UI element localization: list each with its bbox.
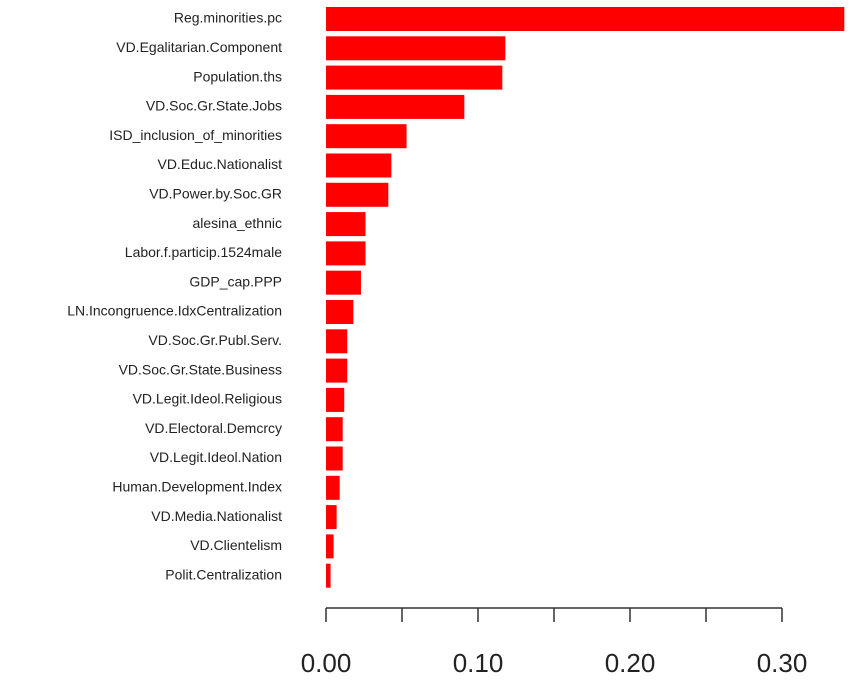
y-tick-label: VD.Soc.Gr.Publ.Serv.	[148, 332, 282, 348]
x-tick-label: 0.30	[757, 648, 808, 678]
bar	[326, 124, 407, 149]
bar	[326, 358, 348, 383]
x-tick-label: 0.20	[605, 648, 656, 678]
y-tick-label: VD.Soc.Gr.State.Business	[119, 361, 282, 377]
y-tick-label: VD.Legit.Ideol.Religious	[133, 391, 282, 407]
bar	[326, 563, 331, 588]
bar	[326, 534, 334, 559]
y-tick-label: VD.Clientelism	[190, 537, 282, 553]
y-tick-label: GDP_cap.PPP	[189, 273, 282, 289]
y-tick-label: VD.Power.by.Soc.GR	[149, 186, 282, 202]
bar	[326, 300, 354, 324]
bar	[326, 182, 389, 207]
bar	[326, 7, 845, 31]
y-tick-label: Labor.f.particip.1524male	[125, 244, 282, 260]
bar	[326, 505, 337, 530]
bar	[326, 94, 465, 119]
bar	[326, 241, 366, 266]
y-tick-label: Reg.minorities.pc	[174, 10, 282, 26]
bar	[326, 270, 361, 295]
bar	[326, 329, 348, 354]
y-tick-label: VD.Educ.Nationalist	[157, 156, 282, 172]
y-tick-label: alesina_ethnic	[192, 215, 282, 231]
bar	[326, 212, 366, 237]
x-tick-label: 0.10	[453, 648, 504, 678]
y-tick-label: VD.Legit.Ideol.Nation	[150, 449, 282, 465]
bar	[326, 417, 343, 442]
y-tick-label: VD.Egalitarian.Component	[116, 39, 282, 55]
y-tick-label: VD.Electoral.Demcrcy	[145, 420, 282, 436]
bar	[326, 446, 343, 471]
bar	[326, 36, 506, 61]
bar	[326, 387, 345, 412]
y-tick-label: Polit.Centralization	[165, 566, 282, 582]
bar	[326, 65, 503, 90]
y-tick-label: VD.Soc.Gr.State.Jobs	[146, 98, 282, 114]
x-tick-label: 0.00	[301, 648, 352, 678]
y-tick-label: LN.Incongruence.IdxCentralization	[67, 303, 282, 319]
bar	[326, 475, 340, 500]
y-tick-label: Population.ths	[193, 68, 282, 84]
y-tick-label: VD.Media.Nationalist	[151, 508, 282, 524]
y-tick-label: Human.Development.Index	[112, 479, 282, 495]
bar	[326, 153, 392, 178]
y-tick-label: ISD_inclusion_of_minorities	[109, 127, 282, 143]
